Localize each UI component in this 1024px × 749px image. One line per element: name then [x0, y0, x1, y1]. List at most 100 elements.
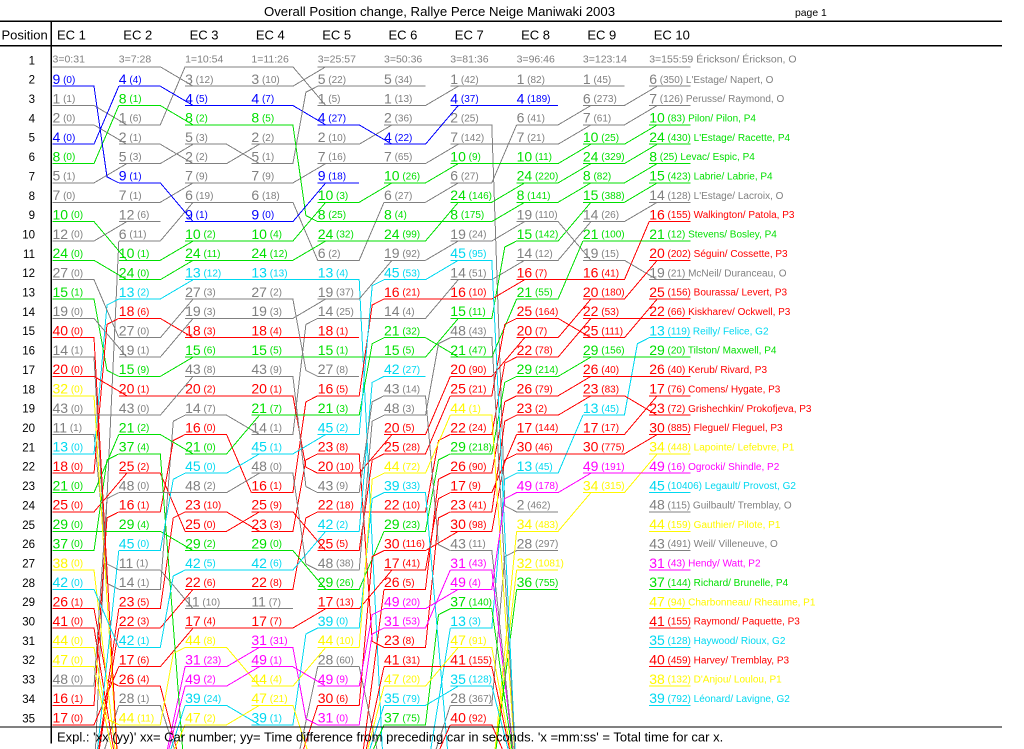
svg-text:6 (27): 6 (27) — [384, 187, 412, 203]
svg-text:45 (0): 45 (0) — [185, 458, 216, 474]
svg-text:4: 4 — [29, 113, 36, 125]
svg-text:41 (155) Raymond/ Paquette, P3: 41 (155) Raymond/ Paquette, P3 — [649, 613, 800, 629]
svg-text:30 (98): 30 (98) — [450, 516, 486, 532]
svg-text:16: 16 — [22, 346, 35, 358]
svg-text:39 (1): 39 (1) — [251, 710, 282, 726]
svg-text:Expl.: 'xx (yy)' xx= Car numbe: Expl.: 'xx (yy)' xx= Car number; yy= Tim… — [57, 730, 723, 745]
svg-text:14 (12): 14 (12) — [517, 245, 553, 261]
svg-text:19 (3): 19 (3) — [185, 303, 216, 319]
svg-text:5 (22): 5 (22) — [318, 71, 346, 87]
svg-text:20 (5): 20 (5) — [384, 419, 415, 435]
svg-text:8 (82): 8 (82) — [583, 168, 611, 184]
svg-text:15 (11): 15 (11) — [450, 303, 485, 319]
svg-text:1 (82): 1 (82) — [517, 71, 545, 87]
svg-text:8: 8 — [29, 191, 35, 203]
svg-text:6 (273): 6 (273) — [583, 90, 617, 106]
svg-text:2 (0): 2 (0) — [53, 110, 76, 126]
svg-text:7 (16): 7 (16) — [318, 148, 346, 164]
svg-text:29 (0): 29 (0) — [53, 516, 84, 532]
svg-text:20: 20 — [22, 423, 35, 435]
svg-text:21 (47): 21 (47) — [450, 342, 486, 358]
svg-text:20 (0): 20 (0) — [53, 361, 84, 377]
svg-text:13 (3): 13 (3) — [450, 613, 481, 629]
svg-text:39 (33): 39 (33) — [384, 477, 420, 493]
svg-text:28 (297): 28 (297) — [517, 535, 559, 551]
svg-text:32 (0): 32 (0) — [53, 381, 84, 397]
svg-text:18 (1): 18 (1) — [318, 323, 349, 339]
svg-text:27 (0): 27 (0) — [119, 323, 150, 339]
svg-text:4 (22): 4 (22) — [384, 129, 412, 145]
svg-text:8 (5): 8 (5) — [251, 110, 274, 126]
svg-text:9 (0): 9 (0) — [251, 206, 274, 222]
svg-text:23: 23 — [22, 481, 35, 493]
svg-text:29 (2): 29 (2) — [185, 535, 216, 551]
svg-text:5 (3): 5 (3) — [119, 148, 142, 164]
svg-text:16 (1): 16 (1) — [119, 497, 150, 513]
svg-text:39 (0): 39 (0) — [318, 613, 349, 629]
svg-text:27 (8): 27 (8) — [318, 361, 349, 377]
svg-text:44 (159) Gauthier/ Pilote, P1: 44 (159) Gauthier/ Pilote, P1 — [649, 516, 781, 532]
svg-text:15 (9): 15 (9) — [119, 361, 150, 377]
svg-text:13 (45): 13 (45) — [583, 400, 619, 416]
svg-text:47 (21): 47 (21) — [251, 690, 287, 706]
svg-text:9 (0): 9 (0) — [53, 71, 76, 87]
svg-text:35 (128) Haywood/ Rioux, G2: 35 (128) Haywood/ Rioux, G2 — [649, 632, 786, 648]
svg-text:49 (1): 49 (1) — [251, 652, 282, 668]
svg-text:49 (4): 49 (4) — [450, 574, 481, 590]
svg-text:6 (11): 6 (11) — [119, 226, 147, 242]
svg-text:10 (1): 10 (1) — [119, 245, 150, 261]
svg-text:25 (164): 25 (164) — [517, 303, 559, 319]
svg-text:7 (65): 7 (65) — [384, 148, 412, 164]
svg-text:8 (175): 8 (175) — [450, 206, 484, 222]
svg-text:44 (10): 44 (10) — [318, 632, 354, 648]
svg-text:24 (99): 24 (99) — [384, 226, 420, 242]
svg-text:23 (8): 23 (8) — [384, 632, 415, 648]
svg-text:20 (7): 20 (7) — [517, 323, 548, 339]
svg-text:22 (10): 22 (10) — [384, 497, 420, 513]
svg-text:Overall Position change, Rally: Overall Position change, Rallye Perce Ne… — [264, 4, 615, 19]
svg-text:18 (3): 18 (3) — [185, 323, 216, 339]
svg-text:29 (26): 29 (26) — [318, 574, 354, 590]
svg-text:47 (0): 47 (0) — [53, 652, 84, 668]
svg-text:21 (12) Stevens/ Bosley, P4: 21 (12) Stevens/ Bosley, P4 — [649, 226, 777, 242]
svg-text:47 (20): 47 (20) — [384, 671, 420, 687]
svg-text:14 (1): 14 (1) — [119, 574, 150, 590]
svg-text:14: 14 — [22, 307, 35, 319]
svg-text:3 (12): 3 (12) — [185, 71, 213, 87]
svg-text:3=81:36: 3=81:36 — [450, 53, 488, 65]
svg-text:28: 28 — [22, 578, 35, 590]
svg-text:42 (5): 42 (5) — [185, 555, 216, 571]
svg-text:25: 25 — [22, 520, 35, 532]
svg-text:45 (1): 45 (1) — [251, 439, 282, 455]
svg-text:6 (2): 6 (2) — [318, 245, 341, 261]
svg-text:1 (1): 1 (1) — [53, 90, 76, 106]
svg-text:4 (189): 4 (189) — [517, 90, 551, 106]
svg-text:19: 19 — [22, 404, 35, 416]
svg-text:9 (18): 9 (18) — [318, 168, 346, 184]
svg-text:42 (27): 42 (27) — [384, 361, 420, 377]
svg-text:10 (9): 10 (9) — [450, 148, 481, 164]
svg-text:29 (20) Tilston/ Maxwell, P4: 29 (20) Tilston/ Maxwell, P4 — [649, 342, 777, 358]
svg-text:48 (2): 48 (2) — [185, 477, 216, 493]
svg-text:1 (5): 1 (5) — [318, 90, 341, 106]
svg-text:21 (32): 21 (32) — [384, 323, 420, 339]
svg-text:8 (25) Levac/ Espic, P4: 8 (25) Levac/ Espic, P4 — [649, 148, 755, 164]
svg-text:Position: Position — [2, 28, 48, 43]
svg-text:45 (0): 45 (0) — [119, 535, 150, 551]
svg-text:4 (27): 4 (27) — [318, 110, 346, 126]
svg-text:34 (483): 34 (483) — [517, 516, 559, 532]
svg-text:16 (155) Walkington/ Patola, P: 16 (155) Walkington/ Patola, P3 — [649, 206, 795, 222]
svg-text:17: 17 — [22, 365, 35, 377]
svg-text:22 (8): 22 (8) — [251, 574, 282, 590]
svg-text:8 (0): 8 (0) — [53, 148, 76, 164]
svg-text:7 (0): 7 (0) — [53, 187, 76, 203]
svg-text:19 (110): 19 (110) — [517, 206, 558, 222]
svg-text:3=7:28: 3=7:28 — [119, 53, 152, 65]
svg-text:EC 6: EC 6 — [389, 28, 418, 43]
svg-text:23 (3): 23 (3) — [251, 516, 282, 532]
svg-text:23 (8): 23 (8) — [318, 439, 349, 455]
svg-text:43 (9): 43 (9) — [251, 361, 282, 377]
svg-text:31 (43): 31 (43) — [450, 555, 486, 571]
svg-text:11 (7): 11 (7) — [251, 594, 281, 610]
svg-text:49 (2): 49 (2) — [185, 671, 216, 687]
